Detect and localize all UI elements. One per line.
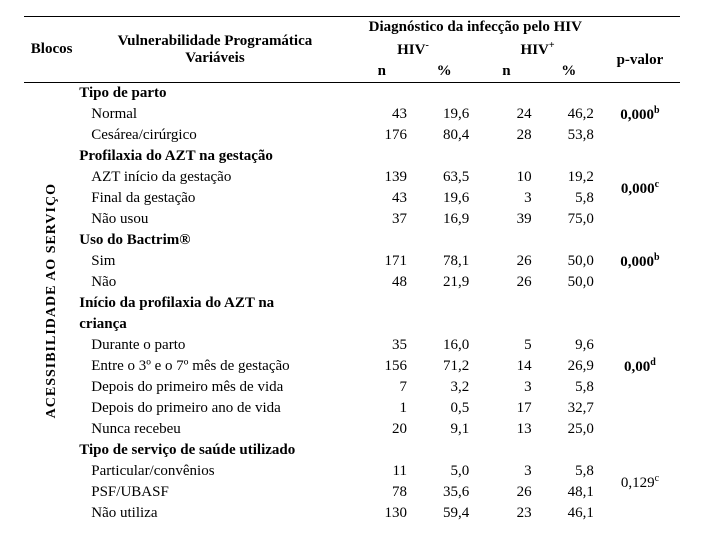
cell-p1: 63,5 (413, 167, 475, 188)
cell-n1: 1 (351, 398, 413, 419)
cell-n2: 23 (475, 503, 537, 524)
cell-p2: 50,0 (538, 272, 600, 293)
section-title: criança (79, 314, 350, 335)
row-label: Durante o parto (79, 335, 350, 356)
cell-n1: 48 (351, 272, 413, 293)
cell-n1: 7 (351, 377, 413, 398)
hdr-hiv-neg: HIV- (351, 38, 476, 61)
hdr-hiv-pos: HIV+ (475, 38, 600, 61)
cell-p2: 5,8 (538, 461, 600, 482)
cell-p1: 5,0 (413, 461, 475, 482)
cell-n2: 3 (475, 461, 537, 482)
cell-p1: 71,2 (413, 356, 475, 377)
cell-p2: 46,2 (538, 104, 600, 125)
hdr-pc1: % (413, 61, 475, 83)
cell-n2: 10 (475, 167, 537, 188)
cell-p2: 50,0 (538, 251, 600, 272)
cell-p2: 48,1 (538, 482, 600, 503)
cell-p1: 16,9 (413, 209, 475, 230)
hiv-table: Blocos Vulnerabilidade Programática Vari… (24, 16, 680, 524)
cell-n1: 156 (351, 356, 413, 377)
section-title: Início da profilaxia do AZT na (79, 293, 350, 314)
cell-p1: 35,6 (413, 482, 475, 503)
cell-n2: 17 (475, 398, 537, 419)
cell-n1: 176 (351, 125, 413, 146)
cell-n2: 26 (475, 482, 537, 503)
hdr-n1: n (351, 61, 413, 83)
hdr-pvalor: p-valor (600, 38, 680, 83)
row-label: AZT início da gestação (79, 167, 350, 188)
row-label: Cesárea/cirúrgico (79, 125, 350, 146)
cell-n1: 20 (351, 419, 413, 440)
cell-n1: 11 (351, 461, 413, 482)
cell-n2: 14 (475, 356, 537, 377)
section-title: Uso do Bactrim® (79, 230, 350, 251)
cell-p1: 3,2 (413, 377, 475, 398)
cell-p1: 78,1 (413, 251, 475, 272)
cell-p2: 75,0 (538, 209, 600, 230)
cell-n2: 5 (475, 335, 537, 356)
row-label: Nunca recebeu (79, 419, 350, 440)
cell-p2: 32,7 (538, 398, 600, 419)
hdr-diag: Diagnóstico da infecção pelo HIV (351, 17, 600, 39)
cell-p2: 26,9 (538, 356, 600, 377)
row-label: Não utiliza (79, 503, 350, 524)
block-label: ACESSIBILIDADE AO SERVIÇO (24, 83, 79, 525)
cell-n2: 28 (475, 125, 537, 146)
cell-p1: 16,0 (413, 335, 475, 356)
cell-n1: 139 (351, 167, 413, 188)
row-label: Não (79, 272, 350, 293)
hdr-pc2: % (538, 61, 600, 83)
cell-n2: 26 (475, 272, 537, 293)
row-label: Depois do primeiro mês de vida (79, 377, 350, 398)
cell-p1: 59,4 (413, 503, 475, 524)
cell-n2: 26 (475, 251, 537, 272)
row-label: Final da gestação (79, 188, 350, 209)
cell-n1: 35 (351, 335, 413, 356)
p-value: 0,000b (600, 83, 680, 147)
cell-n2: 13 (475, 419, 537, 440)
cell-n1: 37 (351, 209, 413, 230)
cell-n2: 3 (475, 188, 537, 209)
p-value: 0,00d (600, 293, 680, 440)
cell-p2: 25,0 (538, 419, 600, 440)
cell-p2: 19,2 (538, 167, 600, 188)
cell-p2: 5,8 (538, 377, 600, 398)
cell-p1: 19,6 (413, 104, 475, 125)
cell-n1: 43 (351, 188, 413, 209)
cell-p1: 21,9 (413, 272, 475, 293)
row-label: Não usou (79, 209, 350, 230)
cell-n1: 130 (351, 503, 413, 524)
cell-n2: 24 (475, 104, 537, 125)
cell-p2: 9,6 (538, 335, 600, 356)
hdr-blocos: Blocos (24, 17, 79, 83)
cell-n1: 171 (351, 251, 413, 272)
section-title: Profilaxia do AZT na gestação (79, 146, 350, 167)
section-title: Tipo de serviço de saúde utilizado (79, 440, 350, 461)
hdr-vulnerab: Vulnerabilidade Programática Variáveis (79, 17, 350, 83)
row-label: Particular/convênios (79, 461, 350, 482)
cell-p2: 53,8 (538, 125, 600, 146)
row-label: Normal (79, 104, 350, 125)
p-value: 0,000c (600, 146, 680, 230)
cell-p1: 19,6 (413, 188, 475, 209)
section-title: Tipo de parto (79, 83, 350, 105)
row-label: Sim (79, 251, 350, 272)
cell-p2: 46,1 (538, 503, 600, 524)
cell-n2: 3 (475, 377, 537, 398)
table-body: ACESSIBILIDADE AO SERVIÇOTipo de parto 0,… (24, 83, 680, 525)
p-value: 0,000b (600, 230, 680, 293)
row-label: PSF/UBASF (79, 482, 350, 503)
cell-n1: 43 (351, 104, 413, 125)
cell-p1: 0,5 (413, 398, 475, 419)
cell-p1: 9,1 (413, 419, 475, 440)
hdr-n2: n (475, 61, 537, 83)
row-label: Depois do primeiro ano de vida (79, 398, 350, 419)
p-value: 0,129c (600, 440, 680, 524)
cell-n2: 39 (475, 209, 537, 230)
row-label: Entre o 3º e o 7º mês de gestação (79, 356, 350, 377)
cell-p2: 5,8 (538, 188, 600, 209)
cell-p1: 80,4 (413, 125, 475, 146)
cell-n1: 78 (351, 482, 413, 503)
